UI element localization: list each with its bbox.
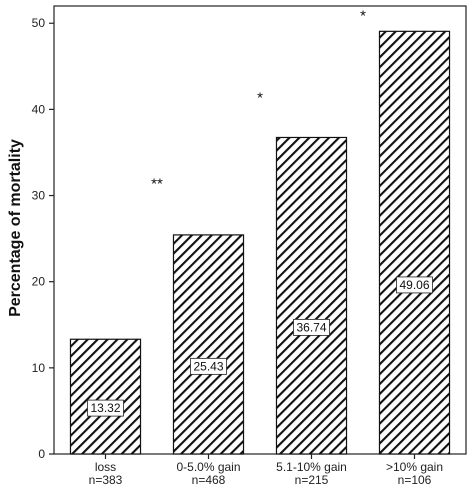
x-category-label: >10% gain — [386, 460, 443, 474]
value-label: 25.43 — [193, 359, 223, 373]
y-tick-label: 50 — [32, 16, 46, 30]
significance-marker: * — [257, 89, 263, 106]
bar — [378, 30, 451, 455]
bar — [275, 136, 348, 455]
value-label: 36.74 — [296, 320, 326, 334]
x-category-label: 0-5.0% gain — [176, 460, 240, 474]
significance-marker: * — [360, 8, 366, 25]
value-label: 49.06 — [399, 278, 429, 292]
y-tick-label: 10 — [32, 361, 46, 375]
bar — [69, 338, 142, 455]
x-category-label: loss — [95, 460, 116, 474]
value-label-box — [293, 318, 330, 336]
x-category-count: n=383 — [89, 473, 123, 486]
significance-marker: ** — [151, 176, 163, 193]
x-category-count: n=215 — [295, 473, 329, 486]
x-category-count: n=468 — [192, 473, 226, 486]
x-category-label: 5.1-10% gain — [276, 460, 347, 474]
value-label-box — [87, 399, 124, 417]
y-tick-label: 20 — [32, 275, 46, 289]
y-axis-label: Percentage of mortality — [7, 139, 24, 317]
y-tick-label: 40 — [32, 102, 46, 116]
plot-frame — [53, 5, 467, 455]
value-label: 13.32 — [90, 401, 120, 415]
y-tick-label: 0 — [38, 447, 45, 461]
value-label-box — [396, 276, 433, 294]
bar — [172, 234, 245, 455]
value-label-box — [190, 357, 227, 375]
y-tick-label: 30 — [32, 189, 46, 203]
x-category-count: n=106 — [398, 473, 432, 486]
